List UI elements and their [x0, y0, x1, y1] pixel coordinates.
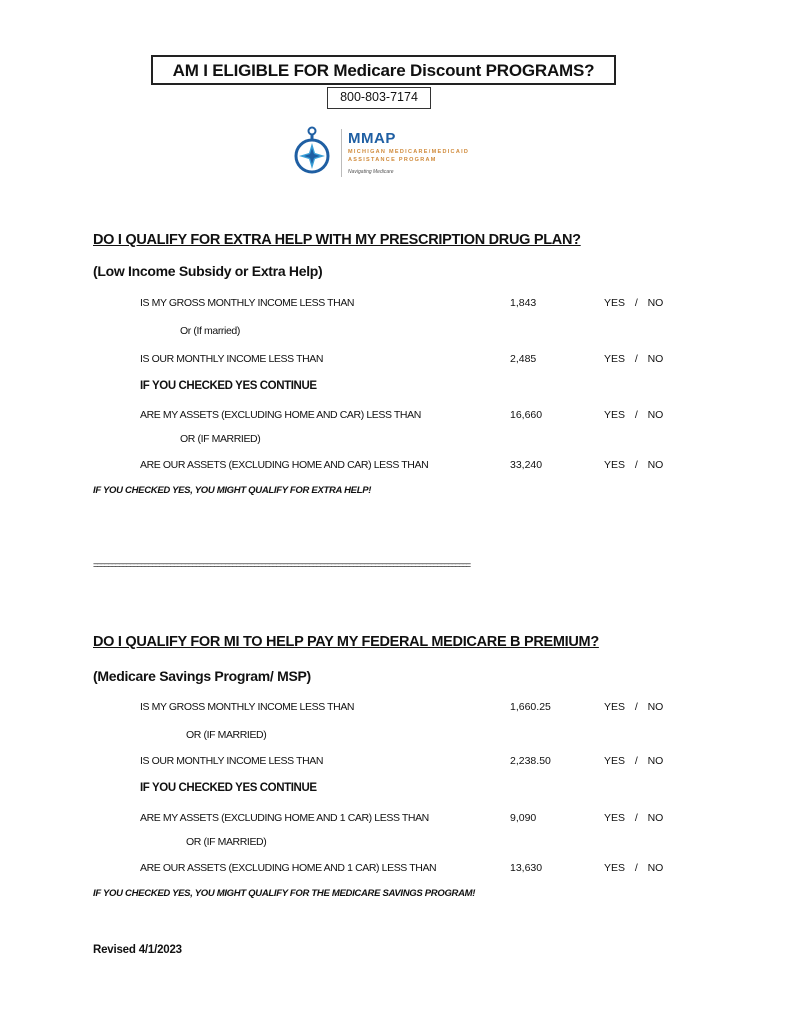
yes-no-choice[interactable]: YES / NO [604, 701, 664, 713]
row-value: 2,485 [510, 353, 537, 365]
row-label: ARE MY ASSETS (EXCLUDING HOME AND CAR) L… [140, 409, 421, 421]
logo-tagline: Navigating Medicare [348, 169, 394, 175]
row-label: ARE OUR ASSETS (EXCLUDING HOME AND CAR) … [140, 459, 429, 471]
section1-subheading: (Low Income Subsidy or Extra Help) [93, 263, 323, 279]
row-label: IS MY GROSS MONTHLY INCOME LESS THAN [140, 297, 355, 309]
row-label: ARE MY ASSETS (EXCLUDING HOME AND 1 CAR)… [140, 812, 429, 824]
revised-date: Revised 4/1/2023 [93, 944, 182, 956]
row-label: IS MY GROSS MONTHLY INCOME LESS THAN [140, 701, 355, 713]
yes-no-choice[interactable]: YES / NO [604, 812, 664, 824]
section2-subheading: (Medicare Savings Program/ MSP) [93, 668, 311, 684]
row-label: Or (If married) [180, 325, 240, 337]
row-value: 13,630 [510, 862, 543, 874]
row-value: 1,843 [510, 297, 537, 309]
row-label: ARE OUR ASSETS (EXCLUDING HOME AND 1 CAR… [140, 862, 437, 874]
section1-heading: DO I QUALIFY FOR EXTRA HELP WITH MY PRES… [93, 232, 581, 248]
row-label: IS OUR MONTHLY INCOME LESS THAN [140, 755, 324, 767]
section2-heading: DO I QUALIFY FOR MI TO HELP PAY MY FEDER… [93, 634, 599, 650]
section2-closing: IF YOU CHECKED YES, YOU MIGHT QUALIFY FO… [93, 888, 476, 899]
row-value: 1,660.25 [510, 701, 551, 713]
yes-no-choice[interactable]: YES / NO [604, 297, 664, 309]
row-label: IS OUR MONTHLY INCOME LESS THAN [140, 353, 324, 365]
row-label: OR (IF MARRIED) [180, 433, 261, 445]
row-value: 16,660 [510, 409, 543, 421]
row-value: 9,090 [510, 812, 537, 824]
section1-closing: IF YOU CHECKED YES, YOU MIGHT QUALIFY FO… [93, 485, 372, 496]
row-value: 33,240 [510, 459, 543, 471]
logo-subtitle-1: MICHIGAN MEDICARE/MEDICAID [348, 149, 470, 155]
yes-no-choice[interactable]: YES / NO [604, 755, 664, 767]
yes-no-choice[interactable]: YES / NO [604, 862, 664, 874]
phone-number: 800-803-7174 [327, 87, 431, 109]
separator-line: ========================================… [93, 560, 471, 570]
row-label: OR (IF MARRIED) [186, 729, 267, 741]
continue-instruction: IF YOU CHECKED YES CONTINUE [140, 782, 317, 794]
row-label: OR (IF MARRIED) [186, 836, 267, 848]
compass-icon [290, 126, 334, 187]
yes-no-choice[interactable]: YES / NO [604, 409, 664, 421]
continue-instruction: IF YOU CHECKED YES CONTINUE [140, 380, 317, 392]
page-title: AM I ELIGIBLE FOR Medicare Discount PROG… [151, 55, 616, 85]
yes-no-choice[interactable]: YES / NO [604, 353, 664, 365]
logo-divider [341, 129, 342, 177]
logo-name: MMAP [348, 130, 396, 147]
logo-subtitle-2: ASSISTANCE PROGRAM [348, 157, 437, 163]
yes-no-choice[interactable]: YES / NO [604, 459, 664, 471]
row-value: 2,238.50 [510, 755, 551, 767]
